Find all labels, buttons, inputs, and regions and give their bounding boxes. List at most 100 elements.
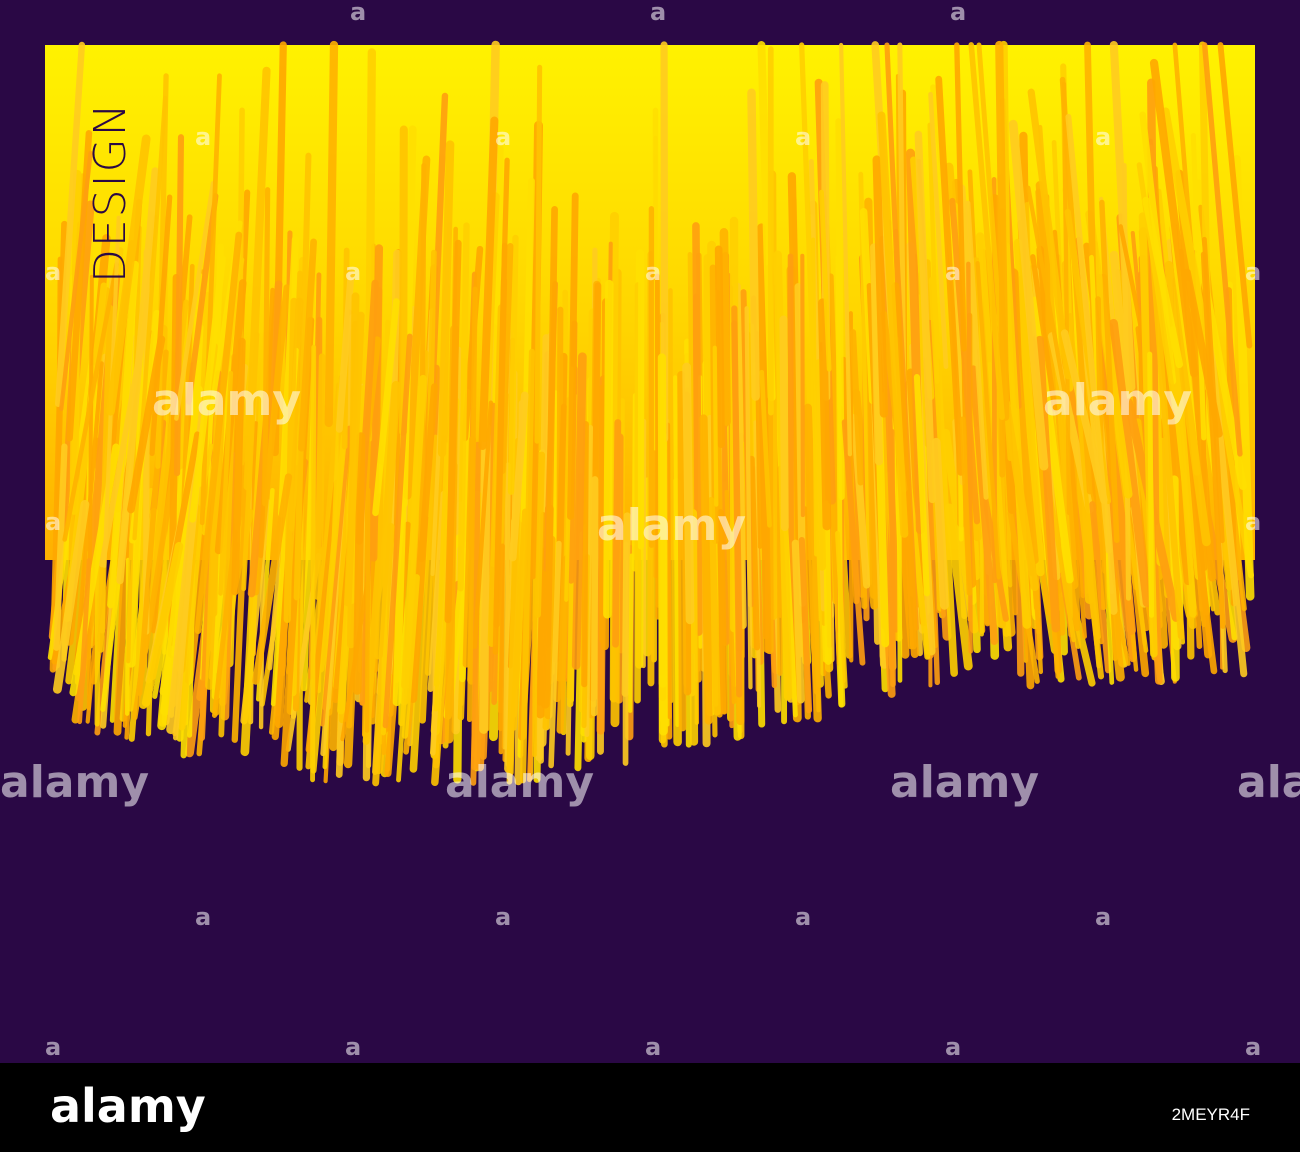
watermark-glyph: a (45, 258, 61, 286)
strand (949, 197, 981, 525)
strand (965, 200, 989, 500)
strand (969, 365, 999, 645)
strand (1147, 351, 1155, 618)
watermark-glyph: a (495, 123, 511, 151)
strand (252, 473, 293, 685)
strand (877, 111, 909, 538)
strand (319, 425, 352, 727)
strand (914, 130, 937, 504)
strand (581, 421, 589, 688)
strands (47, 40, 1255, 787)
strand (492, 242, 508, 655)
strand (1008, 119, 1049, 471)
strand (1149, 58, 1199, 378)
strand (1035, 335, 1060, 633)
watermark-glyph: a (1245, 508, 1261, 536)
strand (418, 383, 438, 563)
strand (634, 282, 642, 704)
strand (841, 419, 866, 666)
strand (707, 497, 721, 716)
strand (174, 180, 216, 421)
strand (1061, 81, 1072, 516)
strand (835, 530, 848, 689)
strand (171, 481, 193, 657)
strand (399, 125, 408, 436)
strand (262, 187, 271, 507)
strand (677, 371, 687, 732)
strand (682, 362, 695, 625)
strand (127, 335, 166, 514)
strand (314, 353, 326, 600)
strand (1161, 107, 1214, 367)
strand (1002, 399, 1039, 591)
watermark: alamy (152, 375, 301, 426)
watermark-glyph: a (795, 903, 811, 931)
watermark-glyph: a (795, 123, 811, 151)
strand (418, 434, 440, 724)
watermark-glyph: a (45, 1033, 61, 1061)
strand (714, 245, 725, 449)
watermarks: alamy alamy alamy alamy alamy alamy alamy a a a a a… (0, 0, 1300, 1061)
strand (501, 462, 511, 750)
watermark-glyph: a (195, 123, 211, 151)
strand (628, 553, 634, 713)
strand (1217, 42, 1253, 349)
strand (52, 499, 90, 694)
strand (437, 140, 455, 458)
strand (310, 344, 317, 783)
strand (519, 348, 535, 784)
strand (99, 289, 154, 568)
strand (927, 122, 940, 384)
strand (298, 238, 317, 452)
strand (62, 261, 119, 542)
strand (548, 540, 562, 769)
strand (534, 451, 546, 618)
strand (731, 320, 743, 652)
strand (1089, 501, 1112, 674)
watermark-glyph: a (650, 0, 666, 26)
strand (1170, 325, 1197, 611)
strand (1099, 199, 1120, 543)
strand (283, 297, 298, 623)
strand (1026, 185, 1067, 394)
poster-title: DESIGN (85, 101, 136, 283)
strand (744, 306, 753, 690)
strand (1065, 113, 1112, 554)
watermark-glyph: a (495, 903, 511, 931)
strand (798, 536, 813, 714)
watermark: alamy (0, 757, 149, 808)
watermark-glyph: a (645, 258, 661, 286)
strand (699, 414, 713, 725)
strand (1013, 238, 1045, 577)
strand (928, 91, 949, 370)
strand (277, 235, 299, 518)
strand (692, 222, 703, 636)
strand (1201, 42, 1243, 457)
strand (335, 269, 355, 433)
watermark-glyph: a (345, 1033, 361, 1061)
strand (759, 369, 772, 528)
strand (567, 192, 579, 520)
image-id: 2MEYR4F (1172, 1105, 1250, 1124)
strand (520, 177, 535, 524)
strand (1109, 318, 1152, 608)
strand (86, 274, 94, 711)
strand (779, 315, 789, 532)
strand (839, 42, 852, 457)
watermark: alamy (890, 757, 1039, 808)
watermark-glyph: a (645, 1033, 661, 1061)
watermark-glyph: a (945, 258, 961, 286)
watermark-glyph: a (350, 0, 366, 26)
watermark-glyph: a (1095, 903, 1111, 931)
strand (372, 298, 400, 517)
strand (510, 508, 529, 731)
strand (849, 329, 864, 486)
strand (374, 381, 401, 660)
strand (712, 345, 719, 507)
strand (931, 437, 949, 610)
strand (55, 41, 86, 407)
strand (382, 333, 413, 729)
strand (472, 400, 494, 650)
strand (231, 337, 246, 596)
